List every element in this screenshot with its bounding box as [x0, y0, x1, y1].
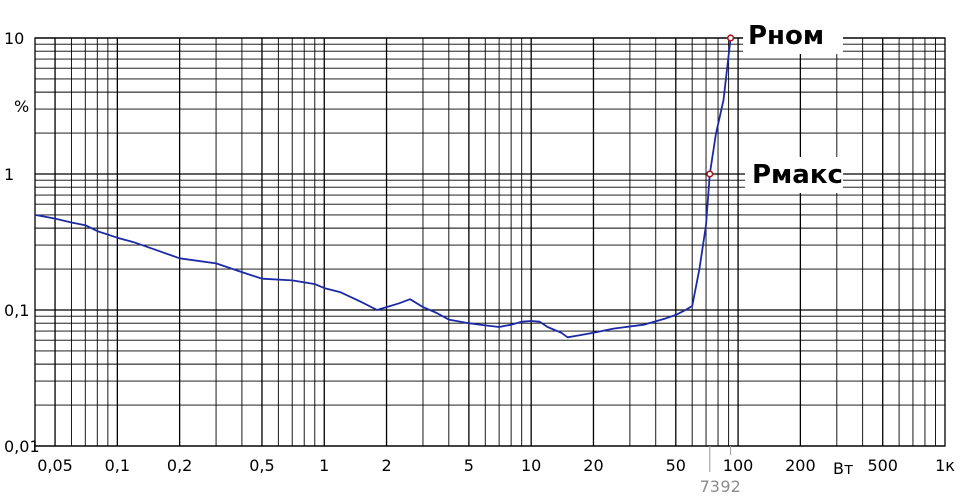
annotation-bg	[743, 18, 843, 54]
x-axis-label: Вт	[833, 459, 853, 478]
x-tick-label-bg	[580, 455, 607, 475]
x-tick-label-bg	[378, 455, 395, 475]
annotations: Pном Pмакс	[743, 18, 843, 193]
x-tick-label: 1	[319, 456, 329, 475]
point-annotation: Pном	[748, 21, 824, 51]
x-tick-label: 0,5	[249, 456, 274, 475]
x-tick-label-bg	[662, 455, 689, 475]
x-tick-label-bg	[34, 455, 76, 475]
x-tick-label: 20	[583, 456, 603, 475]
x-tick-label: 100	[723, 456, 754, 475]
x-tick-label: 2	[381, 456, 391, 475]
series	[34, 37, 732, 339]
x-tick-label-bg	[719, 455, 757, 475]
x-tick-label: 5	[464, 456, 474, 475]
x-axis-label-bg	[828, 455, 858, 475]
x-tick-label: 0,05	[37, 456, 73, 475]
points	[706, 34, 735, 178]
x-tick-label: 0,2	[167, 456, 192, 475]
x-tick-label-bg	[246, 455, 278, 475]
x-tick-label: 1к	[935, 456, 955, 475]
x-tick-label: 0,1	[105, 456, 130, 475]
x-tick-label: 200	[785, 456, 816, 475]
x-tick-label-bg	[517, 455, 545, 475]
x-tick-label-bg	[101, 455, 134, 475]
series-line	[34, 37, 732, 339]
marker-tick-label: 73	[700, 477, 720, 496]
x-tick-label: 500	[867, 456, 898, 475]
x-tick-labels: 0,05 0,1 0,2 0,5 1 2 5 10 20 50 100 200 500 1к 73 92	[34, 455, 958, 496]
y-tick-label: 1	[4, 165, 14, 184]
point-marker	[726, 34, 735, 42]
y-tick-label: 10	[4, 29, 24, 48]
x-tick-label-bg	[316, 455, 333, 475]
x-tick-label-bg	[460, 455, 477, 475]
x-tick-label-bg	[782, 455, 819, 475]
x-tick-label-bg	[163, 455, 196, 475]
marker-tick-label: 92	[720, 477, 740, 496]
x-tick-label: 10	[521, 456, 541, 475]
point-marker	[706, 170, 714, 178]
y-axis-label: %	[14, 97, 29, 116]
point-annotation: Pмакс	[752, 160, 843, 190]
x-tick-label-bg	[864, 455, 901, 475]
x-tick-label: 50	[666, 456, 686, 475]
annotation-bg	[745, 157, 843, 193]
y-tick-label: 0,01	[4, 437, 40, 456]
y-tick-label: 0,1	[4, 301, 29, 320]
y-tick-labels: 10 1 0,1 0,01	[4, 29, 40, 456]
x-tick-label-bg	[932, 455, 958, 475]
